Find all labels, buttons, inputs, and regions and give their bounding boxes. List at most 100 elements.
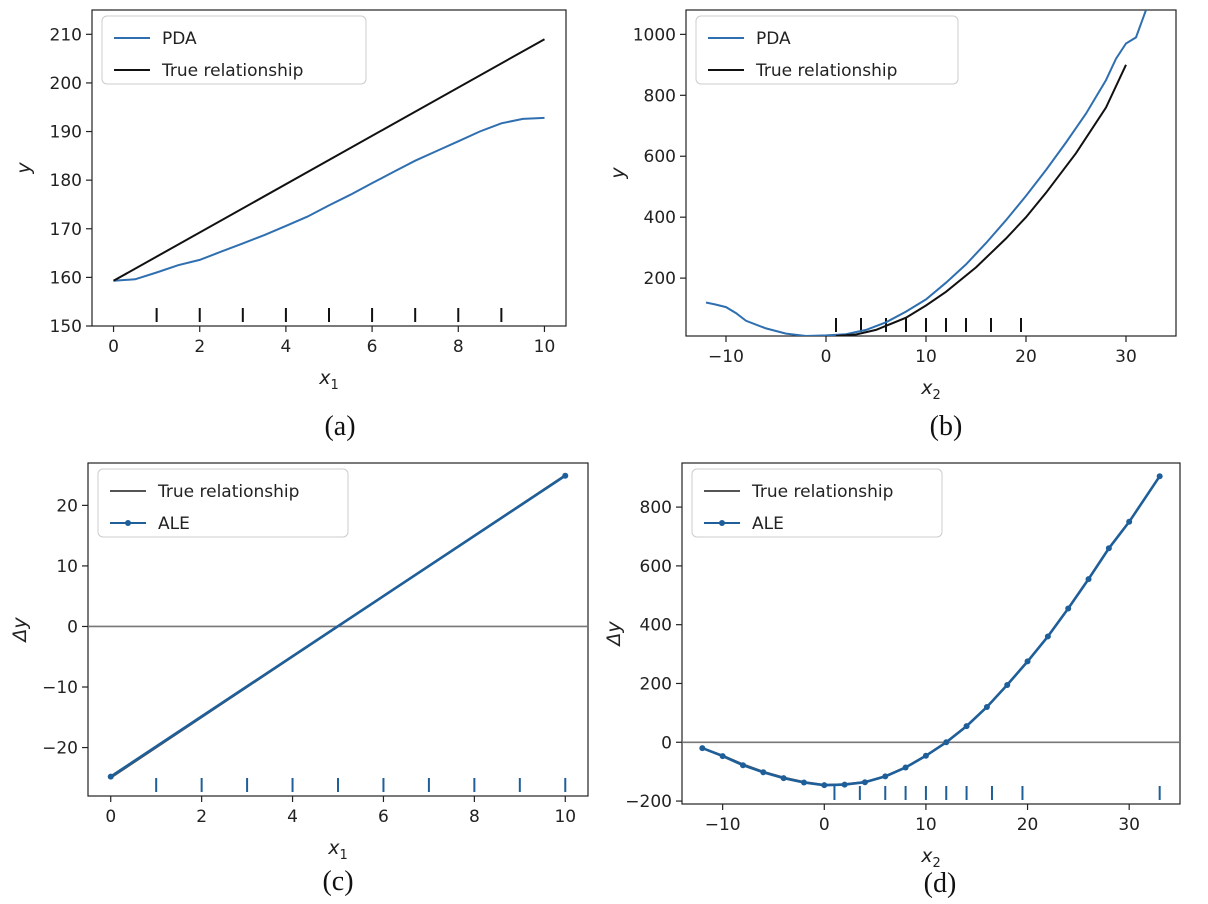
series-point xyxy=(983,703,990,710)
x-tick-label: 2 xyxy=(196,807,207,827)
legend-label: True relationship xyxy=(157,482,299,502)
y-tick-label: 200 xyxy=(644,269,676,289)
x-tick-label: 10 xyxy=(554,807,576,827)
x-tick-label: 0 xyxy=(821,347,832,367)
y-tick-label: 180 xyxy=(50,171,82,191)
series-point xyxy=(760,769,767,776)
y-tick-label: 0 xyxy=(67,617,78,637)
x-tick-label: 30 xyxy=(1118,815,1140,835)
x-tick-label: −10 xyxy=(708,347,744,367)
y-tick-label: 400 xyxy=(640,616,672,636)
series-line-1 xyxy=(705,10,1147,336)
axes-frame xyxy=(91,9,567,327)
axes-frame xyxy=(87,462,589,797)
x-tick-label: 4 xyxy=(280,337,291,357)
x-tick-label: 6 xyxy=(367,337,378,357)
series-point xyxy=(1044,633,1051,640)
series-point xyxy=(963,723,970,730)
y-tick-label: 400 xyxy=(644,208,676,228)
legend-label: PDA xyxy=(162,29,197,49)
x-tick-label: 20 xyxy=(1017,815,1039,835)
legend-marker xyxy=(125,520,131,526)
x-tick-label: 10 xyxy=(915,815,937,835)
y-axis-label: y xyxy=(607,167,629,180)
series-point xyxy=(1024,658,1031,665)
y-axis-label: y xyxy=(13,162,35,175)
y-tick-label: 20 xyxy=(56,496,78,516)
y-tick-label: 190 xyxy=(50,123,82,143)
legend-box xyxy=(691,468,943,538)
legend-label: True relationship xyxy=(751,482,893,502)
y-tick-label: 0 xyxy=(661,733,672,753)
y-tick-label: 160 xyxy=(50,268,82,288)
y-tick-label: 600 xyxy=(640,557,672,577)
series-point xyxy=(902,764,909,771)
series-point xyxy=(699,745,706,752)
x-tick-label: 0 xyxy=(105,807,116,827)
y-tick-label: 200 xyxy=(640,674,672,694)
legend-box xyxy=(101,15,367,85)
panel-caption: (c) xyxy=(322,866,353,897)
y-tick-label: 170 xyxy=(50,220,82,240)
x-tick-label: 2 xyxy=(194,337,205,357)
series-line-2 xyxy=(109,474,567,778)
chart-panel: −10 0 10 20 30 200 400 600 800 1000 x2 y PDA True rel… xyxy=(607,9,1177,442)
series-point xyxy=(1065,605,1072,612)
legend-label: True relationship xyxy=(755,61,897,81)
axes-frame xyxy=(681,462,1181,805)
axes-frame xyxy=(685,9,1177,337)
y-tick-label: 150 xyxy=(50,317,82,337)
chart-panel: 0 2 4 6 8 10 −20 −10 0 10 20 x1 Δy True relationship A… xyxy=(9,462,589,897)
series-point xyxy=(861,779,868,786)
series-point xyxy=(841,781,848,788)
legend-marker xyxy=(719,520,725,526)
series-point xyxy=(107,773,114,780)
series-point xyxy=(719,753,726,760)
series-point xyxy=(922,752,929,759)
series-line-1 xyxy=(701,521,1130,786)
series-point xyxy=(739,762,746,769)
y-tick-label: −200 xyxy=(625,792,672,812)
series-point xyxy=(882,773,889,780)
x-axis-label: x1 xyxy=(318,367,339,393)
series-point xyxy=(1105,545,1112,552)
x-tick-label: 8 xyxy=(453,337,464,357)
x-tick-label: 8 xyxy=(469,807,480,827)
legend-box xyxy=(97,468,349,538)
y-tick-label: 200 xyxy=(50,74,82,94)
y-tick-label: −20 xyxy=(42,739,78,759)
series-point xyxy=(780,775,787,782)
legend-label: PDA xyxy=(756,29,791,49)
x-tick-label: 20 xyxy=(1015,347,1037,367)
y-tick-label: 600 xyxy=(644,147,676,167)
panel-caption: (d) xyxy=(924,868,957,899)
x-axis-label: x1 xyxy=(327,837,348,863)
x-tick-label: 0 xyxy=(108,337,119,357)
x-tick-label: 10 xyxy=(534,337,556,357)
x-tick-label: 0 xyxy=(819,815,830,835)
legend-box xyxy=(695,15,959,85)
series-line-2 xyxy=(835,64,1127,336)
chart-panel: 0 2 4 6 8 10 150 160 170 180 190 200 210 x1 y PDA True r… xyxy=(13,9,567,442)
series-point xyxy=(821,782,828,789)
legend-label: True relationship xyxy=(161,61,303,81)
legend-label: ALE xyxy=(752,514,784,534)
series-point xyxy=(1126,518,1133,525)
series-point xyxy=(1156,473,1163,480)
x-tick-label: 4 xyxy=(287,807,298,827)
series-point xyxy=(1085,576,1092,583)
legend-label: ALE xyxy=(158,514,190,534)
series-point xyxy=(943,739,950,746)
y-tick-label: −10 xyxy=(42,678,78,698)
y-tick-label: 1000 xyxy=(633,25,676,45)
series-point xyxy=(562,472,569,479)
x-tick-label: 6 xyxy=(378,807,389,827)
series-point xyxy=(800,779,807,786)
series-point xyxy=(1004,681,1011,688)
panel-caption: (a) xyxy=(324,411,355,442)
panel-caption: (b) xyxy=(930,411,963,442)
x-tick-label: 10 xyxy=(915,347,937,367)
series-line-2 xyxy=(113,38,545,282)
